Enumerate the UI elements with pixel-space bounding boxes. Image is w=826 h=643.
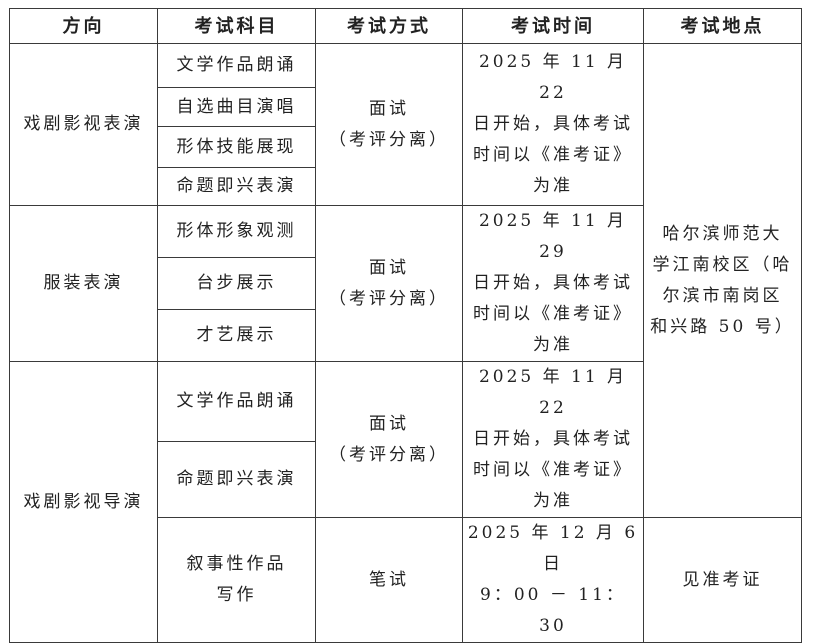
subject-cell: 形体技能展现 [157,126,316,168]
header-method: 考试方式 [315,8,463,44]
table-row: 戏剧影视导演 文学作品朗诵 面试 （考评分离） 2025 年 11 月 22 日… [9,361,802,643]
subject-cell: 命题即兴表演 [157,440,316,519]
table-row: 服装表演 形体形象观测 面试 （考评分离） 2025 年 11 月 29 日开始… [9,205,802,362]
subject-cell: 才艺展示 [157,309,316,362]
subject-cell: 命题即兴表演 [157,167,316,206]
header-location: 考试地点 [643,8,802,44]
exam-schedule-table: 方向 考试科目 考试方式 考试时间 考试地点 戏剧影视表演 文学作品朗诵 面试 … [9,8,802,643]
header-row: 方向 考试科目 考试方式 考试时间 考试地点 [9,8,802,44]
method-cell: 笔试 [315,517,463,643]
table-row: 台步展示 [10,256,802,311]
header-direction: 方向 [9,8,158,44]
time-cell: 2025 年 11 月 22 日开始，具体考试 时间以《准考证》 为准 [462,43,644,206]
time-cell: 2025 年 12 月 6 日 9：00 － 11：30 [462,517,644,643]
table-row: 自选曲目演唱 [10,87,802,127]
method-cell: 面试 （考评分离） [315,43,463,206]
table-row: 命题即兴表演 [10,167,802,206]
direction-cell: 戏剧影视表演 [9,43,158,206]
time-cell: 2025 年 11 月 22 日开始，具体考试 时间以《准考证》 为准 [462,361,644,518]
table-row: 形体技能展现 [10,126,802,168]
subject-cell: 自选曲目演唱 [157,87,316,127]
subject-cell: 台步展示 [157,256,316,311]
location-cell: 哈尔滨师范大 学江南校区（哈 尔滨市南岗区 和兴路 50 号） [643,43,802,518]
direction-cell: 戏剧影视导演 [9,361,158,643]
direction-cell: 服装表演 [9,205,158,362]
method-cell: 面试 （考评分离） [315,361,463,518]
subject-cell: 形体形象观测 [157,205,316,258]
header-time: 考试时间 [462,8,644,44]
subject-cell: 文学作品朗诵 [157,43,316,88]
subject-cell: 文学作品朗诵 [157,361,316,442]
table-row: 命题即兴表演 [10,440,802,519]
header-subject: 考试科目 [157,8,316,44]
method-cell: 面试 （考评分离） [315,205,463,362]
time-cell: 2025 年 11 月 29 日开始，具体考试 时间以《准考证》 为准 [462,205,644,362]
table-row: 才艺展示 [10,309,802,362]
table-row: 戏剧影视表演 文学作品朗诵 面试 （考评分离） 2025 年 11 月 22 日… [9,43,802,518]
location-cell: 见准考证 [643,517,802,643]
subject-cell: 叙事性作品 写作 [157,517,316,643]
